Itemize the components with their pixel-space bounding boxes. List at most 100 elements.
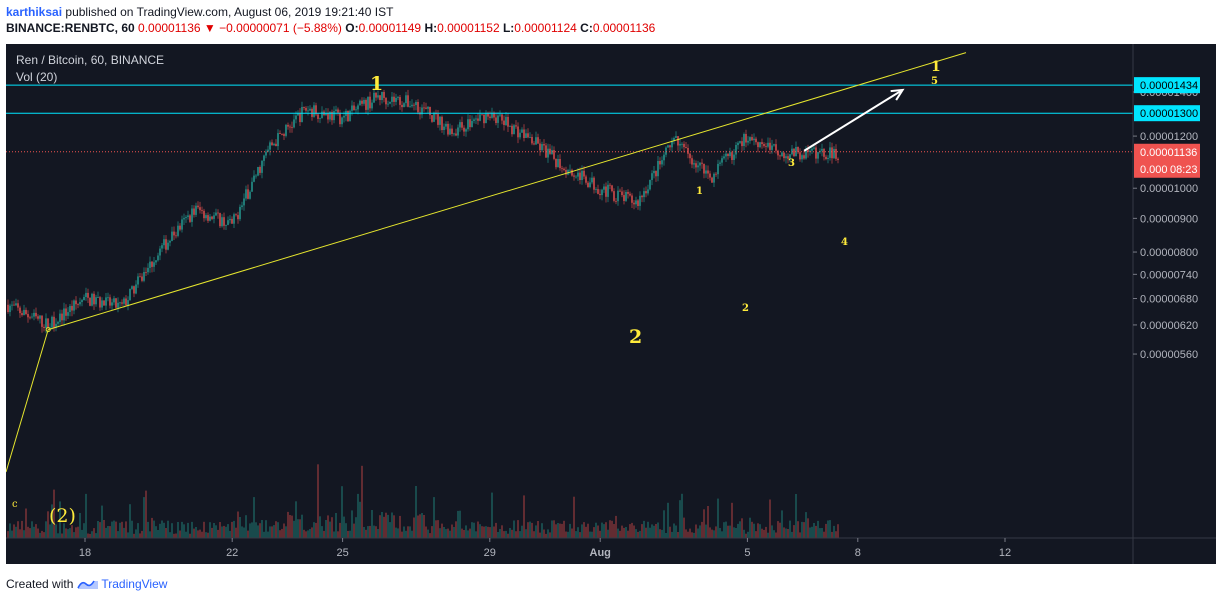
candle-body — [77, 304, 79, 305]
candle-body — [109, 297, 111, 306]
wave-label: (2) — [49, 505, 76, 527]
candle-body — [163, 239, 165, 246]
candle-body — [663, 154, 665, 161]
wave-label: c — [12, 499, 18, 510]
volume-bar — [801, 521, 803, 538]
volume-bar — [809, 527, 811, 538]
candle-body — [555, 158, 557, 168]
volume-bar — [823, 531, 825, 538]
candle-body — [519, 132, 521, 138]
candle-body — [297, 113, 299, 116]
volume-bar — [685, 529, 687, 538]
volume-bar — [73, 532, 75, 538]
candle-body — [187, 215, 189, 217]
time-tick-label: 25 — [336, 547, 348, 559]
volume-bar — [675, 525, 677, 538]
level-label-bg — [1134, 105, 1200, 122]
volume-bar — [687, 531, 689, 538]
volume-bar — [641, 524, 643, 538]
volume-bar — [385, 512, 387, 538]
volume-bar — [349, 530, 351, 538]
candle-body — [203, 210, 205, 219]
volume-bar — [387, 514, 389, 538]
volume-bar — [23, 530, 25, 538]
candle-body — [485, 113, 487, 124]
volume-bar — [231, 521, 233, 538]
volume-bar — [743, 529, 745, 538]
candle-body — [361, 100, 363, 104]
candle-body — [299, 113, 301, 123]
volume-bar — [769, 499, 771, 538]
candle-body — [229, 218, 231, 221]
volume-bar — [555, 524, 557, 538]
author-link[interactable]: karthiksai — [6, 5, 63, 19]
candle-body — [695, 163, 697, 168]
tradingview-brand[interactable]: TradingView — [77, 577, 167, 591]
price-tick-label: 0.00000620 — [1140, 320, 1198, 332]
candle-body — [723, 156, 725, 159]
candle-body — [801, 155, 803, 160]
candle-body — [353, 105, 355, 111]
volume-bar — [751, 521, 753, 538]
candle-body — [23, 309, 25, 316]
volume-bar — [47, 511, 49, 538]
volume-bar — [93, 528, 95, 538]
level-label: 0.00001434 — [1140, 80, 1198, 92]
candle-body — [739, 141, 741, 143]
volume-bar — [191, 521, 193, 538]
candle-body — [131, 286, 133, 289]
volume-bar — [541, 523, 543, 538]
candle-body — [313, 105, 315, 117]
candle-body — [719, 162, 721, 164]
candle-body — [835, 149, 837, 159]
time-tick-label: 5 — [744, 547, 750, 559]
volume-bar — [137, 523, 139, 538]
candle-body — [117, 302, 119, 308]
candle-body — [613, 191, 615, 201]
volume-bar — [715, 526, 717, 538]
candle-body — [371, 102, 373, 109]
volume-bar — [99, 522, 101, 538]
candle-body — [749, 137, 751, 141]
candle-body — [693, 163, 695, 165]
low-label: L: — [502, 21, 515, 35]
volume-bar — [207, 532, 209, 538]
price-tick-label: 0.00000800 — [1140, 247, 1198, 259]
candle-body — [583, 170, 585, 177]
volume-bar — [497, 532, 499, 538]
candle-body — [497, 115, 499, 123]
volume-bar — [469, 528, 471, 538]
volume-bar — [605, 522, 607, 538]
volume-bar — [571, 528, 573, 538]
volume-bar — [419, 514, 421, 538]
volume-bar — [551, 520, 553, 538]
volume-bar — [535, 525, 537, 538]
candle-body — [647, 189, 649, 194]
volume-bar — [337, 531, 339, 538]
candle-body — [221, 217, 223, 227]
volume-bar — [495, 522, 497, 538]
candle-body — [649, 180, 651, 190]
candle-body — [195, 205, 197, 215]
candle-body — [325, 113, 327, 116]
candle-body — [653, 170, 655, 174]
volume-bar — [289, 515, 291, 538]
candle-body — [535, 137, 537, 145]
volume-bar — [689, 528, 691, 538]
price-axis[interactable]: 0.000014000.000012000.000010000.00000900… — [1133, 77, 1200, 361]
time-axis[interactable]: 18 22 25 29 Aug 5 8 12 — [79, 538, 1011, 559]
candle-body — [409, 106, 411, 108]
candle-body — [479, 114, 481, 121]
volume-bar — [273, 525, 275, 538]
candle-body — [527, 133, 529, 138]
candle-body — [125, 298, 127, 306]
candle-body — [383, 92, 385, 98]
candle-body — [487, 113, 489, 117]
volume-bar — [31, 521, 33, 538]
candle-body — [51, 316, 53, 328]
candle-body — [643, 191, 645, 198]
candle-body — [243, 198, 245, 206]
